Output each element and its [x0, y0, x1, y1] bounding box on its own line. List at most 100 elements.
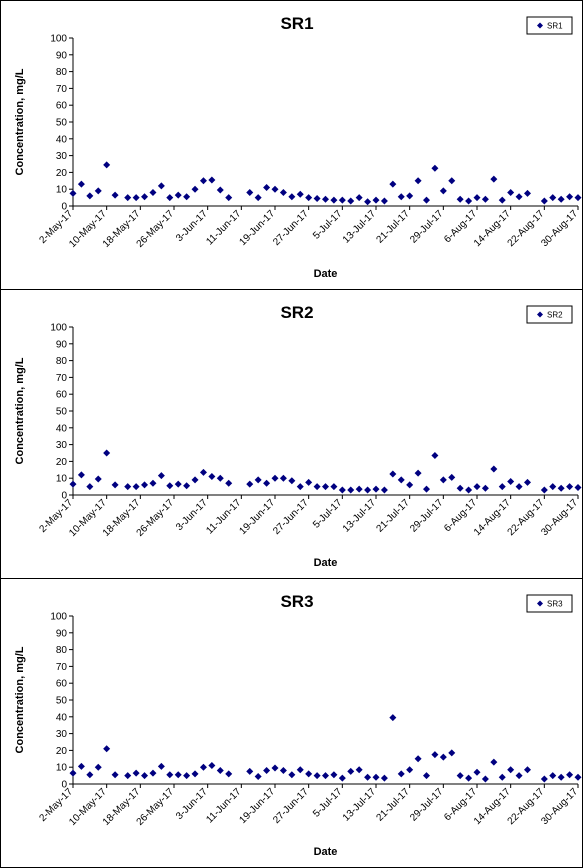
data-point	[279, 474, 287, 482]
data-point	[557, 484, 565, 492]
data-point	[566, 771, 574, 779]
data-point	[174, 191, 182, 199]
data-point	[389, 180, 397, 188]
data-point	[191, 476, 199, 484]
y-axis-label: Concentration, mg/L	[14, 357, 26, 464]
data-point	[254, 194, 262, 202]
data-point	[225, 194, 233, 202]
data-point	[355, 766, 363, 774]
data-point	[94, 763, 102, 771]
data-point	[380, 486, 388, 494]
data-point	[191, 770, 199, 778]
data-point	[191, 185, 199, 193]
data-point	[566, 483, 574, 491]
data-point	[372, 196, 380, 204]
data-point	[347, 767, 355, 775]
data-point	[216, 186, 224, 194]
x-tick-label: 19-Jun-17	[238, 786, 278, 826]
data-point	[208, 762, 216, 770]
y-tick-label: 20	[56, 457, 68, 468]
data-point	[149, 479, 157, 487]
x-tick-label: 30-Aug-17	[539, 786, 580, 827]
legend-box	[526, 16, 573, 35]
data-point	[439, 187, 447, 195]
y-tick-label: 50	[56, 407, 68, 418]
data-point	[322, 772, 329, 780]
data-point	[431, 164, 439, 172]
x-tick-label: 21-Jul-17	[375, 786, 413, 824]
data-point	[364, 773, 372, 781]
y-tick-label: 80	[56, 356, 68, 367]
data-point	[439, 753, 447, 761]
data-point	[132, 194, 140, 202]
data-point	[322, 195, 329, 203]
data-point	[338, 486, 346, 494]
x-tick-label: 26-May-17	[135, 208, 177, 250]
data-point	[347, 486, 355, 494]
data-point	[515, 772, 523, 780]
data-point	[473, 768, 481, 776]
data-point	[271, 185, 279, 193]
y-tick-label: 60	[56, 390, 68, 401]
data-point	[69, 769, 77, 777]
data-point	[305, 478, 313, 486]
legend-box	[526, 305, 573, 324]
x-tick-label: 27-Jun-17	[271, 208, 311, 248]
y-tick-label: 40	[56, 134, 68, 145]
legend: SR1	[526, 16, 573, 35]
data-point	[540, 197, 548, 205]
data-point	[166, 482, 174, 490]
data-point	[141, 772, 149, 780]
data-point	[406, 481, 414, 489]
data-point	[414, 755, 422, 763]
legend-marker	[537, 311, 543, 318]
y-tick-label: 60	[56, 101, 68, 112]
y-axis-label: Concentration, mg/L	[14, 68, 26, 175]
data-point	[524, 189, 531, 197]
data-point	[141, 481, 149, 489]
x-tick-label: 26-May-17	[135, 497, 177, 539]
data-point	[149, 189, 157, 197]
data-point	[524, 478, 531, 486]
data-point	[263, 767, 271, 775]
data-point	[94, 187, 102, 195]
chart-title: SR2	[280, 303, 313, 322]
data-point	[549, 194, 557, 202]
y-tick-label: 10	[56, 474, 68, 485]
data-point	[199, 468, 207, 476]
data-point	[423, 772, 430, 780]
data-point	[296, 483, 304, 491]
legend: SR3	[526, 594, 573, 613]
data-point	[372, 485, 380, 493]
x-tick-label: 29-Jul-17	[408, 786, 446, 824]
data-point	[77, 762, 85, 770]
data-point	[69, 480, 77, 488]
data-point	[423, 485, 430, 493]
legend: SR2	[526, 305, 573, 324]
data-point	[313, 194, 321, 202]
data-point	[481, 775, 489, 783]
x-tick-label: 30-Aug-17	[539, 497, 580, 538]
y-tick-label: 30	[56, 151, 68, 162]
data-point	[183, 482, 191, 490]
data-point	[557, 195, 565, 203]
data-point	[86, 483, 94, 491]
data-point	[208, 473, 216, 481]
data-point	[132, 483, 140, 491]
data-point	[149, 769, 157, 777]
legend-label: SR3	[547, 600, 563, 609]
data-point	[94, 475, 102, 483]
data-point	[431, 452, 439, 460]
x-tick-label: 21-Jul-17	[375, 497, 413, 535]
data-point	[515, 483, 523, 491]
x-axis-label: Date	[314, 846, 338, 858]
data-point	[322, 483, 329, 491]
data-point	[288, 771, 296, 779]
x-tick-label: 19-Jun-17	[238, 497, 278, 537]
data-point	[111, 771, 119, 779]
x-tick-label: 13-Jul-17	[341, 208, 379, 246]
data-point	[465, 774, 473, 782]
data-point	[490, 175, 498, 183]
data-point	[448, 749, 456, 757]
data-point	[132, 769, 140, 777]
